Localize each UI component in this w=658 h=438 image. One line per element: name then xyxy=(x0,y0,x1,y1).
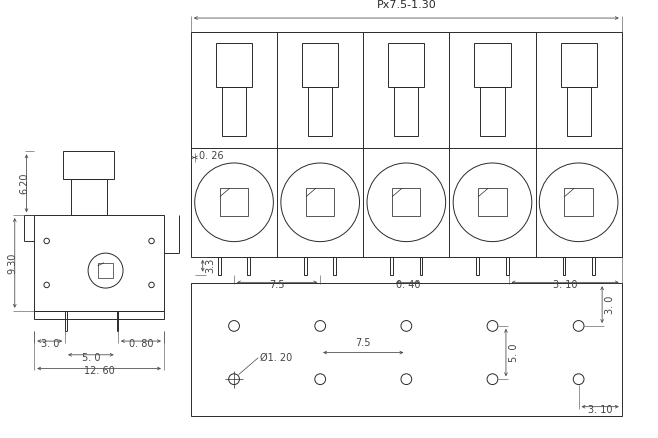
Bar xyxy=(71,179,107,215)
Bar xyxy=(392,188,420,216)
Bar xyxy=(561,43,597,88)
Bar xyxy=(388,43,424,88)
Bar xyxy=(218,257,221,275)
Text: Px7.5-1.30: Px7.5-1.30 xyxy=(376,0,436,10)
Bar xyxy=(302,43,338,88)
Bar xyxy=(420,257,422,275)
Bar xyxy=(505,257,509,275)
Text: 3. 0: 3. 0 xyxy=(605,296,615,314)
Bar xyxy=(34,215,164,311)
Text: 6.20: 6.20 xyxy=(20,173,30,194)
Bar xyxy=(220,188,248,216)
Bar xyxy=(216,43,252,88)
Bar xyxy=(34,311,164,319)
Bar xyxy=(97,263,113,279)
Bar xyxy=(334,257,336,275)
Bar xyxy=(567,88,591,136)
Bar xyxy=(191,283,622,417)
Bar xyxy=(478,188,507,216)
Bar xyxy=(394,88,418,136)
Text: 5. 0: 5. 0 xyxy=(82,353,100,363)
Bar xyxy=(565,188,593,216)
Text: 3. 0: 3. 0 xyxy=(41,339,59,349)
Bar xyxy=(390,257,393,275)
Text: 3. 10: 3. 10 xyxy=(588,405,613,414)
Bar xyxy=(191,32,622,257)
Text: 9.30: 9.30 xyxy=(8,252,18,274)
Bar xyxy=(306,188,334,216)
Bar xyxy=(308,88,332,136)
Bar xyxy=(480,88,505,136)
Bar xyxy=(304,257,307,275)
Text: 0. 80: 0. 80 xyxy=(129,339,153,349)
Bar xyxy=(474,43,511,88)
Text: 12. 60: 12. 60 xyxy=(84,366,114,376)
Text: 7.5: 7.5 xyxy=(269,280,285,290)
Text: 0. 26: 0. 26 xyxy=(199,151,224,161)
Text: 0. 40: 0. 40 xyxy=(395,280,420,290)
Text: 7.5: 7.5 xyxy=(355,338,371,348)
Bar xyxy=(592,257,595,275)
Bar xyxy=(563,257,565,275)
Text: 3.3: 3.3 xyxy=(206,258,216,273)
Bar xyxy=(222,88,246,136)
Bar xyxy=(63,152,114,179)
Bar xyxy=(247,257,250,275)
Text: 3. 10: 3. 10 xyxy=(553,280,578,290)
Text: 5. 0: 5. 0 xyxy=(509,343,519,362)
Bar xyxy=(476,257,479,275)
Text: Ø1. 20: Ø1. 20 xyxy=(260,353,292,363)
